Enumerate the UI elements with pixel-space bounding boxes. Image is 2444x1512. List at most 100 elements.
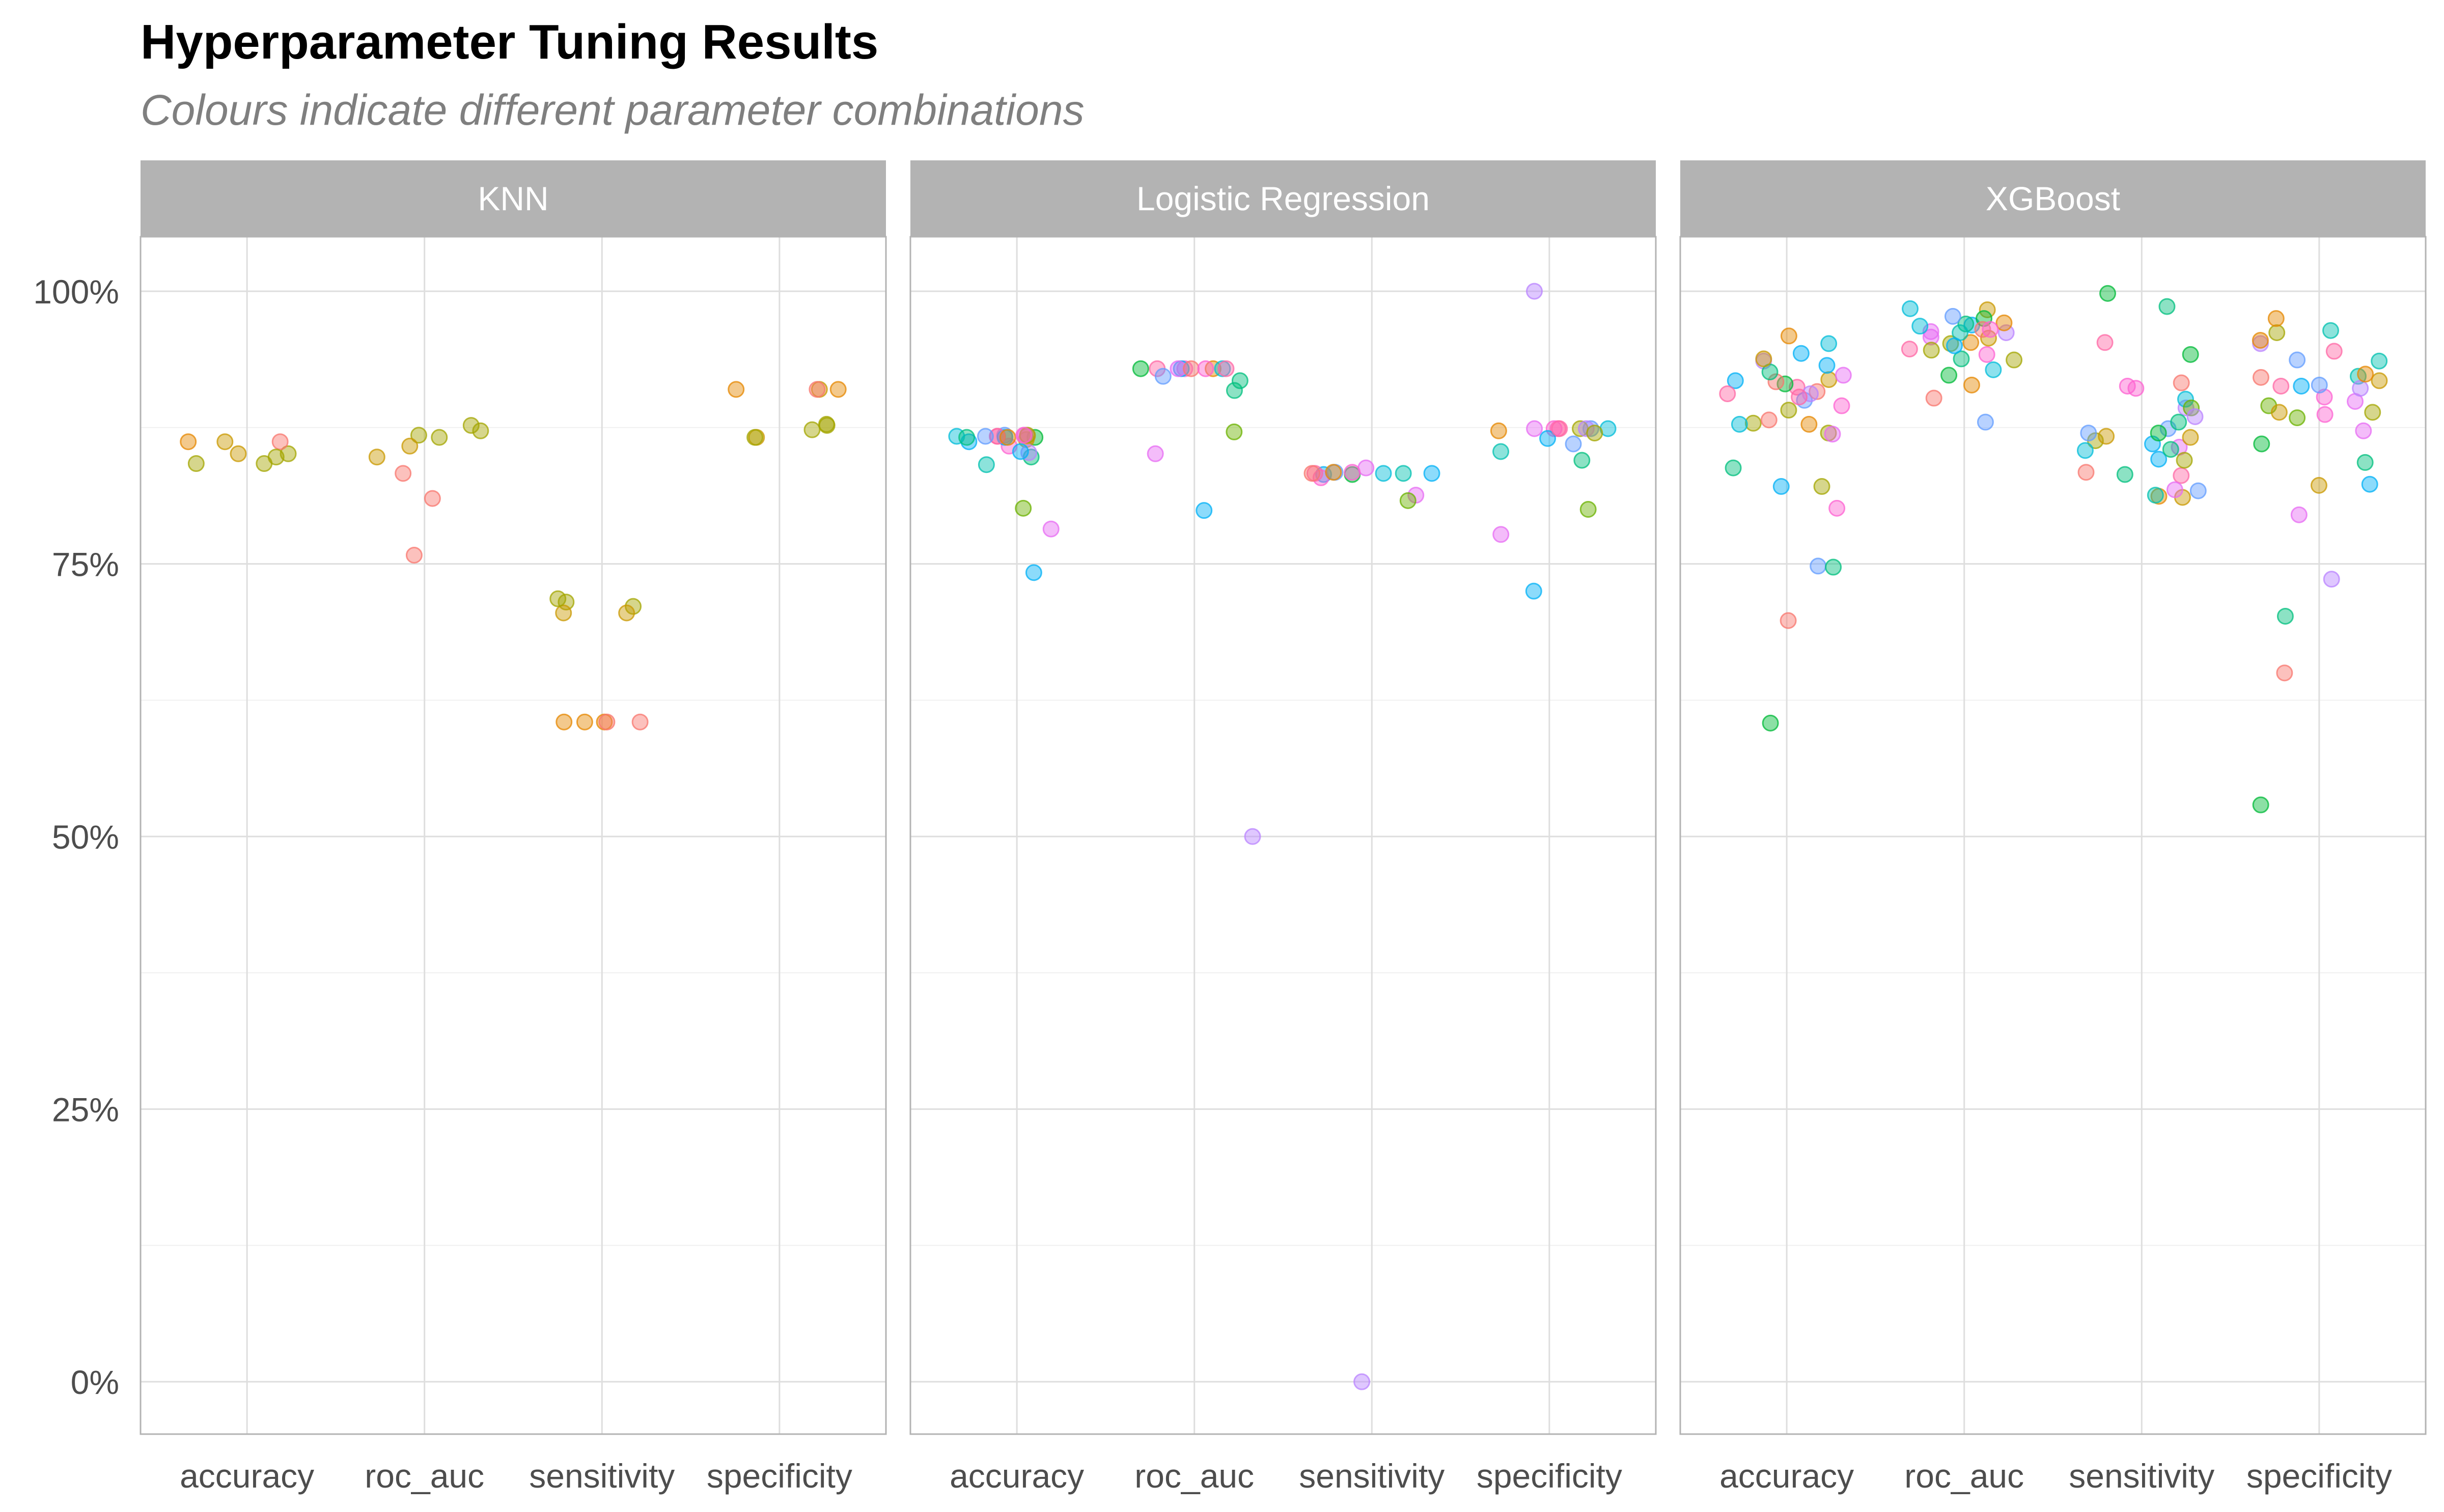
data-point <box>2186 408 2204 425</box>
data-point <box>2166 481 2183 498</box>
data-point <box>462 417 480 434</box>
data-point <box>2098 428 2115 445</box>
data-point <box>1925 389 1942 407</box>
data-point <box>1182 360 1200 377</box>
data-point <box>1957 315 1975 332</box>
data-point <box>1767 373 1785 390</box>
data-point <box>1810 557 1827 575</box>
y-tick-label: 75% <box>52 546 119 583</box>
x-tick-label: specificity <box>1477 1457 1622 1495</box>
data-point <box>1963 376 1980 394</box>
data-point <box>2364 404 2381 421</box>
data-point <box>1772 478 1790 495</box>
data-point <box>1824 426 1841 443</box>
data-point <box>1813 478 1830 495</box>
data-point <box>1725 459 1742 477</box>
data-point <box>1244 828 1261 845</box>
data-point <box>1586 425 1603 442</box>
data-point <box>1132 360 1149 377</box>
y-tick-label: 50% <box>52 818 119 856</box>
data-point <box>2352 380 2369 397</box>
data-point <box>1997 324 2015 342</box>
data-point <box>1303 465 1321 482</box>
data-point <box>631 713 649 731</box>
data-point <box>1820 371 1838 388</box>
data-point <box>1791 388 1808 406</box>
data-point <box>1539 430 1557 447</box>
x-tick-label: specificity <box>2246 1457 2392 1495</box>
data-point <box>2189 482 2207 499</box>
data-point <box>1325 464 1342 481</box>
data-point <box>2158 298 2176 315</box>
data-point <box>1423 465 1440 482</box>
data-point <box>999 429 1016 446</box>
data-point <box>1492 526 1510 543</box>
data-point <box>1525 283 1543 300</box>
data-point <box>1217 360 1235 377</box>
data-point <box>978 456 995 473</box>
data-point <box>230 445 247 462</box>
facet-strip <box>910 160 1656 237</box>
data-point <box>1755 350 1772 368</box>
data-point <box>1551 420 1568 437</box>
data-point <box>1780 402 1797 419</box>
data-point <box>180 433 197 451</box>
data-point <box>1982 321 1999 338</box>
data-point <box>1344 464 1361 481</box>
data-point <box>431 429 448 446</box>
data-point <box>2322 322 2339 339</box>
data-point <box>1565 435 1582 453</box>
data-point <box>2182 346 2199 363</box>
data-point <box>2323 571 2340 588</box>
data-point <box>2006 351 2023 369</box>
data-point <box>401 437 419 455</box>
x-tick-label: roc_auc <box>365 1457 484 1495</box>
data-point <box>2150 425 2167 442</box>
data-point <box>2080 425 2097 442</box>
data-point <box>1012 443 1029 460</box>
data-point <box>1940 367 1958 384</box>
data-point <box>2099 285 2117 302</box>
data-point <box>803 421 821 438</box>
data-point <box>2293 377 2310 395</box>
data-point <box>2119 377 2136 395</box>
facet-strip-label: KNN <box>478 180 548 217</box>
data-point <box>1820 335 1838 352</box>
data-point <box>2355 422 2372 439</box>
data-point <box>1828 499 1846 517</box>
data-point <box>395 465 412 482</box>
data-point <box>1015 499 1032 517</box>
data-point <box>2253 435 2270 453</box>
chart-title: Hyperparameter Tuning Results <box>141 15 879 69</box>
data-point <box>1977 413 1994 431</box>
data-point <box>187 455 205 472</box>
data-point <box>1953 350 1970 368</box>
facet-strip <box>1680 160 2426 237</box>
data-point <box>576 713 593 731</box>
data-point <box>1399 492 1417 509</box>
panel-background <box>910 237 1656 1434</box>
data-point <box>1490 422 1507 439</box>
panel-background <box>1680 237 2426 1434</box>
x-tick-label: accuracy <box>950 1457 1084 1495</box>
data-point <box>2170 413 2187 431</box>
data-point <box>1395 465 1412 482</box>
data-point <box>1833 397 1850 414</box>
data-point <box>1995 314 2013 331</box>
data-point <box>1923 342 1940 359</box>
data-point <box>1375 465 1392 482</box>
data-point <box>977 428 994 445</box>
data-point <box>809 381 826 398</box>
x-tick-label: sensitivity <box>2069 1457 2214 1495</box>
data-point <box>1226 423 1243 440</box>
data-point <box>410 427 427 444</box>
data-point <box>1902 300 1919 317</box>
data-point <box>2356 454 2374 471</box>
data-point <box>2310 477 2327 494</box>
y-tick-label: 25% <box>52 1091 119 1129</box>
data-point <box>2270 404 2288 421</box>
data-point <box>1526 420 1543 437</box>
y-tick-label: 0% <box>71 1363 119 1401</box>
data-point <box>405 546 423 564</box>
data-point <box>1760 411 1778 429</box>
